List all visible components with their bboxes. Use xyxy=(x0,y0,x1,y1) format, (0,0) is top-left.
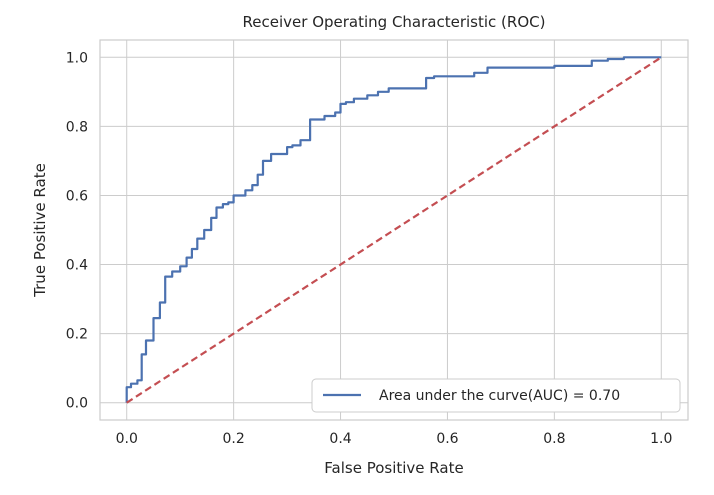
x-tick-label: 0.4 xyxy=(329,431,351,447)
x-tick-label: 0.8 xyxy=(543,431,565,447)
roc-curve-line xyxy=(125,56,662,403)
plot-area xyxy=(125,56,662,404)
chart-title: Receiver Operating Characteristic (ROC) xyxy=(243,13,546,31)
plot-frame xyxy=(99,39,689,421)
y-axis-label: True Positive Rate xyxy=(31,163,49,298)
y-tick-label: 1.0 xyxy=(66,50,88,66)
y-tick-label: 0.4 xyxy=(66,258,88,274)
y-tick-label: 0.2 xyxy=(66,327,88,343)
x-tick-labels: 0.0 0.2 0.4 0.6 0.8 1.0 xyxy=(116,431,673,447)
legend: Area under the curve(AUC) = 0.70 xyxy=(311,378,681,413)
x-tick-label: 0.2 xyxy=(223,431,245,447)
x-tick-label: 0.6 xyxy=(436,431,458,447)
y-tick-label: 0.8 xyxy=(66,119,88,135)
x-tick-label: 1.0 xyxy=(650,431,672,447)
x-tick-label: 0.0 xyxy=(116,431,138,447)
legend-label: Area under the curve(AUC) = 0.70 xyxy=(379,388,620,404)
y-tick-label: 0.6 xyxy=(66,188,88,204)
chance-diagonal-line xyxy=(126,56,662,404)
y-tick-labels: 0.0 0.2 0.4 0.6 0.8 1.0 xyxy=(66,50,88,411)
x-axis-label: False Positive Rate xyxy=(324,459,463,477)
legend-box xyxy=(311,378,681,413)
y-tick-label: 0.0 xyxy=(66,396,88,412)
